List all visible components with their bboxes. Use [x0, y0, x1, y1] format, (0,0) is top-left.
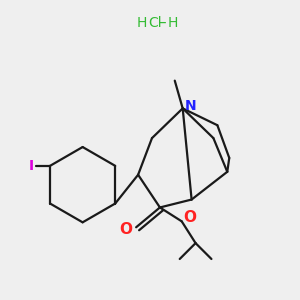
Text: Cl: Cl: [148, 16, 162, 30]
Text: O: O: [184, 210, 197, 225]
Text: H: H: [136, 16, 146, 30]
Text: H: H: [168, 16, 178, 30]
Text: –: –: [158, 15, 166, 30]
Text: N: N: [185, 99, 196, 113]
Text: O: O: [119, 222, 132, 237]
Text: I: I: [29, 159, 34, 173]
